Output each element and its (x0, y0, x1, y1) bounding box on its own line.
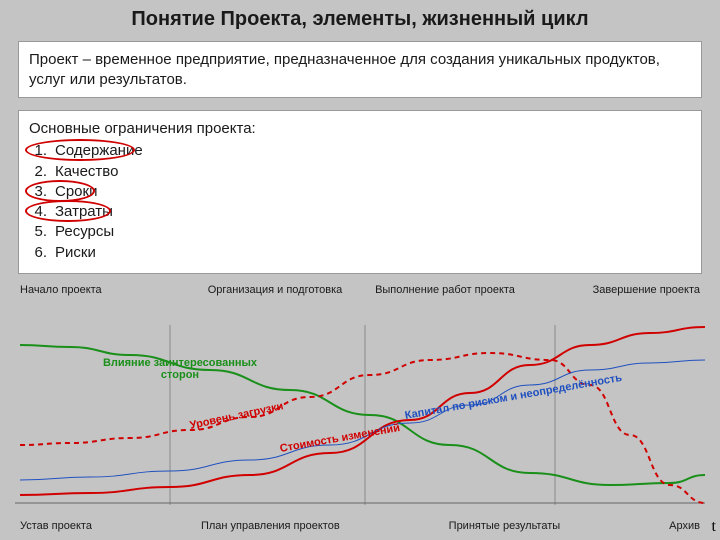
constraint-item: 5. Ресурсы (29, 222, 691, 242)
constraint-item: 4. Затраты (29, 202, 691, 222)
constraint-number: 5. (29, 222, 47, 242)
bottom-milestone-label: Архив (669, 520, 700, 532)
phase-label: Организация и подготовка (190, 284, 360, 296)
constraint-text: Содержание (55, 141, 143, 161)
definition-box: Проект – временное предприятие, предназн… (18, 41, 702, 98)
constraints-heading: Основные ограничения проекта: (29, 119, 691, 139)
constraint-text: Ресурсы (55, 222, 114, 242)
constraint-text: Риски (55, 243, 96, 263)
constraint-number: 4. (29, 202, 47, 222)
constraint-item: 1. Содержание (29, 141, 691, 161)
lifecycle-chart: Влияние заинтересованных сторонУровень з… (10, 325, 710, 520)
constraint-number: 1. (29, 141, 47, 161)
time-axis-label: t (712, 518, 716, 536)
red_cost-curve (20, 327, 705, 495)
bottom-milestone-label: План управления проектов (201, 520, 340, 532)
constraint-number: 3. (29, 182, 47, 202)
phase-label: Начало проекта (20, 284, 190, 296)
slide-title: Понятие Проекта, элементы, жизненный цик… (0, 0, 720, 41)
constraint-item: 2. Качество (29, 162, 691, 182)
bottom-milestone-label: Устав проекта (20, 520, 92, 532)
phase-labels-row: Начало проектаОрганизация и подготовкаВы… (20, 284, 700, 296)
constraint-text: Сроки (55, 182, 97, 202)
constraint-text: Затраты (55, 202, 113, 222)
constraint-item: 3. Сроки (29, 182, 691, 202)
bottom-labels-row: Устав проекта План управления проектов При… (20, 520, 700, 532)
constraint-text: Качество (55, 162, 118, 182)
constraint-item: 6. Риски (29, 243, 691, 263)
constraint-number: 6. (29, 243, 47, 263)
bottom-milestone-label: Принятые результаты (449, 520, 561, 532)
curve-label: Влияние заинтересованных сторон (100, 357, 260, 381)
constraint-number: 2. (29, 162, 47, 182)
phase-label: Выполнение работ проекта (360, 284, 530, 296)
constraints-box: Основные ограничения проекта: 1. Содержан… (18, 110, 702, 274)
phase-label: Завершение проекта (530, 284, 700, 296)
constraints-list: 1.Содержание2.Качество3.Сроки4.Затраты5.… (29, 141, 691, 263)
